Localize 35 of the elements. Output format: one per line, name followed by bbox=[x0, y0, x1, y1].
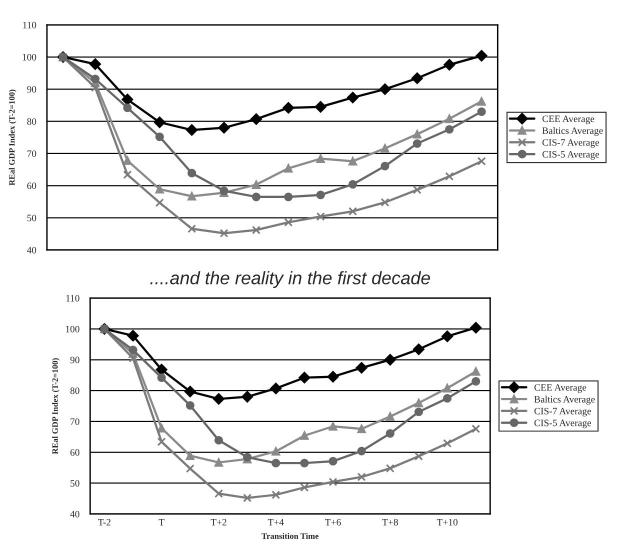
y-tick-label: 50 bbox=[27, 214, 36, 222]
y-tick-label: 60 bbox=[70, 449, 80, 456]
y-axis-title: REal GDP Index (T-2=100) bbox=[52, 358, 60, 454]
y-axis-title: REal GDP Index (T-2=100) bbox=[8, 90, 16, 186]
y-tick-label: 60 bbox=[27, 182, 36, 190]
x-tick-label: T+2 bbox=[210, 518, 226, 526]
y-tick-label: 50 bbox=[70, 480, 80, 487]
legend-label: CIS-7 Average bbox=[542, 139, 600, 148]
y-tick-label: 70 bbox=[27, 150, 36, 157]
legend-label: Baltics Average bbox=[542, 127, 603, 136]
legend-label: CEE Average bbox=[542, 116, 594, 124]
x-tick-label: T+6 bbox=[325, 518, 341, 526]
x-tick-label: T+8 bbox=[382, 518, 398, 526]
y-tick-label: 100 bbox=[66, 326, 80, 332]
y-tick-label: 110 bbox=[23, 22, 36, 28]
chart-title: ....and the reality in the first decade bbox=[150, 271, 430, 288]
x-tick-label: T+4 bbox=[268, 519, 284, 526]
y-tick-label: 40 bbox=[27, 246, 36, 254]
y-tick-label: 80 bbox=[27, 118, 36, 125]
y-tick-label: 90 bbox=[27, 86, 36, 93]
legend-label: CIS-7 Average bbox=[534, 408, 592, 416]
x-tick-label: T+10 bbox=[436, 518, 458, 526]
y-tick-label: 70 bbox=[70, 418, 80, 425]
y-tick-label: 100 bbox=[22, 54, 36, 61]
y-tick-label: 80 bbox=[70, 388, 80, 394]
y-tick-label: 90 bbox=[70, 356, 80, 364]
legend-label: CIS-5 Average bbox=[542, 151, 600, 160]
y-tick-label: 40 bbox=[70, 510, 80, 518]
legend-label: CIS-5 Average bbox=[534, 420, 592, 428]
y-tick-label: 110 bbox=[66, 295, 80, 302]
x-tick-label: T bbox=[158, 519, 164, 526]
x-tick-label: T-2 bbox=[98, 518, 110, 526]
legend-label: Baltics Average bbox=[534, 396, 595, 405]
legend-label: CEE Average bbox=[534, 384, 586, 393]
x-axis-title: Transition Time bbox=[262, 533, 319, 539]
